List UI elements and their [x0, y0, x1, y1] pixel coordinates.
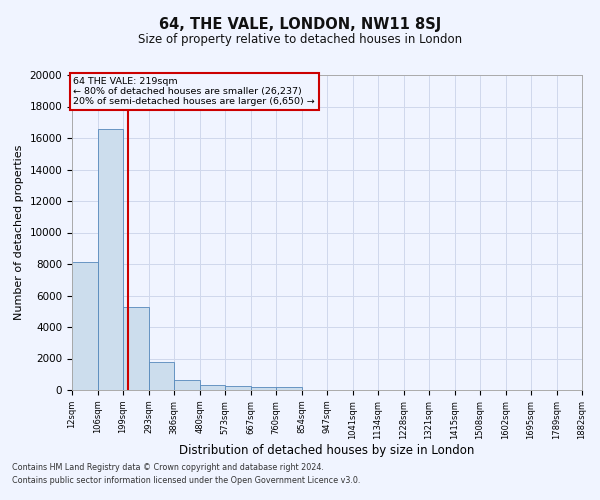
Text: Size of property relative to detached houses in London: Size of property relative to detached ho… [138, 32, 462, 46]
Bar [98, 128, 123, 390]
Y-axis label: Number of detached properties: Number of detached properties [14, 145, 24, 320]
Bar [72, 262, 98, 390]
Bar [174, 380, 200, 390]
Bar [251, 387, 276, 390]
X-axis label: Distribution of detached houses by size in London: Distribution of detached houses by size … [179, 444, 475, 458]
Bar [276, 388, 302, 390]
Text: Contains HM Land Registry data © Crown copyright and database right 2024.: Contains HM Land Registry data © Crown c… [12, 464, 324, 472]
Text: 64, THE VALE, LONDON, NW11 8SJ: 64, THE VALE, LONDON, NW11 8SJ [159, 18, 441, 32]
Text: Contains public sector information licensed under the Open Government Licence v3: Contains public sector information licen… [12, 476, 361, 485]
Text: 64 THE VALE: 219sqm
← 80% of detached houses are smaller (26,237)
20% of semi-de: 64 THE VALE: 219sqm ← 80% of detached ho… [73, 76, 315, 106]
Bar [149, 362, 174, 390]
Bar [123, 306, 149, 390]
Bar [200, 385, 225, 390]
Bar [225, 386, 251, 390]
